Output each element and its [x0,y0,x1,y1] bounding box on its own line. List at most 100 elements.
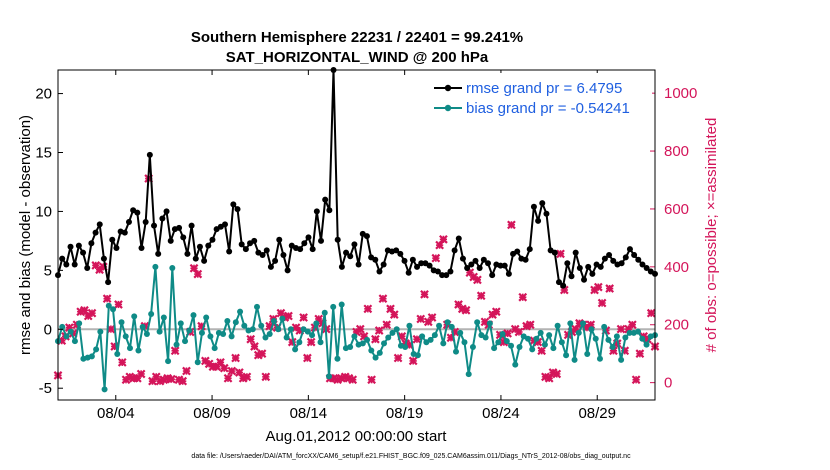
obs-count-marker [631,375,641,385]
rmse-point [121,229,128,236]
rmse-point [472,257,479,264]
bias-point [275,326,282,333]
rmse-point [505,270,512,277]
bias-point [618,356,625,363]
obs-count-marker [627,320,637,330]
obs-count-marker [605,284,615,293]
bias-point [558,339,565,346]
bias-point [207,333,214,340]
rmse-point [572,249,579,256]
bias-point [448,323,455,330]
bias-point [279,315,286,322]
bias-line [57,265,656,391]
rmse-point [455,235,462,242]
rmse-point [539,200,546,207]
rmse-point [67,243,74,250]
legend-rmse-marker [444,84,452,92]
bias-point [419,333,426,340]
obs-count-marker [178,376,188,386]
legend-box [430,73,652,119]
bias-point [453,348,459,355]
rmse-point [343,249,350,256]
rmse-point [526,246,533,253]
rmse-point [635,256,642,263]
rmse-point [560,282,567,289]
bias-point [330,303,337,310]
bias-point [203,314,210,321]
rmse-point [159,215,166,222]
y-axis-label: rmse and bias (model - observation) [17,115,34,355]
rmse-point [134,209,141,216]
bias-point [393,326,400,333]
y2-tick-label: 200 [664,317,689,334]
rmse-line [57,69,656,287]
bias-point [266,331,273,337]
obs-count-marker [136,369,146,379]
bias-point [198,329,205,336]
rmse-point [276,236,283,243]
bias-point [533,335,540,342]
rmse-point [622,254,629,261]
obs-count-marker [556,249,565,259]
obs-count-marker [223,373,233,383]
x-tick-label: 08/29 [578,405,616,422]
rmse-point [284,267,291,274]
y-tick-label: 0 [44,321,52,338]
y2-tick-label: 800 [664,143,689,160]
rmse-point [355,261,362,268]
bias-point [512,361,519,368]
bias-point [190,312,197,319]
bias-point [546,332,553,339]
rmse-point [405,269,412,276]
chart-subtitle: SAT_HORIZONTAL_WIND @ 200 hPa [226,49,489,66]
rmse-point [318,237,325,244]
bias-point [241,322,248,329]
obs-count-marker [102,294,112,304]
obs-count-marker [507,220,516,230]
obs-count-marker [646,308,656,318]
bias-point [571,356,578,363]
bias-point [93,346,100,353]
bias-point [385,334,392,341]
rmse-point [376,268,383,275]
rmse-point [221,221,228,228]
bias-point [165,358,172,365]
obs-count-marker [193,269,203,279]
rmse-point [522,256,529,263]
axis-tick-layer: 08/04 08/09 08/14 08/19 08/24 08/29 -5 0 5 10 15 20… [35,70,697,422]
y-tick-label: -5 [39,380,52,397]
legend-bias-label: bias grand pr = -0.54241 [466,100,630,117]
y2-axis-label: # of obs: o=possible; ×=assimilated [703,118,720,353]
bias-point [97,328,104,335]
rmse-point [589,270,596,277]
obs-count-marker [616,324,626,334]
rmse-point [576,265,583,271]
obs-count-marker [166,374,176,384]
plot-frame [57,69,656,401]
bias-point [135,347,142,354]
obs-count-marker [473,275,482,285]
obs-count-marker [525,320,535,330]
obs-count-marker [552,369,562,379]
obs-count-marker [257,349,267,359]
bias-point [296,339,303,346]
bias-point [347,343,354,350]
rmse-point [267,263,274,270]
bias-point [194,359,201,366]
rmse-point [272,257,279,264]
bias-point [258,322,265,329]
obs-count-marker [593,282,603,292]
obs-count-marker [114,300,123,309]
bias-point [389,329,396,336]
bias-point [613,333,620,340]
rmse-point [201,257,208,264]
bias-point [292,346,299,353]
bias-point [237,308,244,315]
obs-count-marker [374,326,384,335]
obs-count-marker [303,353,312,363]
bias-point [461,339,468,346]
rmse-point [151,222,158,229]
bias-point [541,341,548,348]
bias-point [643,341,650,348]
obs-count-marker [246,334,256,344]
